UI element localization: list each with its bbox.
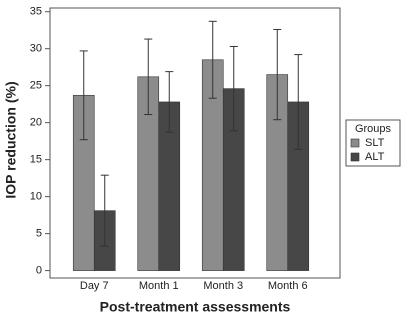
- x-tick-label: Day 7: [80, 280, 109, 292]
- x-tick-label: Month 1: [139, 280, 179, 292]
- error-bar: [79, 50, 88, 141]
- y-tick-label: 20: [30, 117, 42, 129]
- legend-label: SLT: [365, 137, 385, 149]
- legend-label: ALT: [365, 151, 385, 163]
- error-bar: [144, 38, 153, 116]
- plot-frame: [49, 7, 341, 279]
- x-axis-title: Post-treatment assessments: [100, 299, 291, 315]
- y-tick-label: 35: [30, 6, 42, 18]
- error-bar: [229, 45, 238, 132]
- y-tick-label: 30: [30, 43, 42, 55]
- error-bar: [165, 71, 174, 133]
- error-bar: [208, 20, 217, 99]
- y-tick-label: 0: [36, 265, 42, 277]
- legend-swatch: [350, 138, 360, 148]
- x-tick-label: Month 6: [268, 280, 308, 292]
- y-tick-label: 10: [30, 191, 42, 203]
- y-tick-label: 15: [30, 154, 42, 166]
- error-bar: [294, 54, 303, 150]
- legend-title: Groups: [355, 123, 392, 135]
- error-bar: [100, 174, 109, 247]
- x-tick-label: Month 3: [203, 280, 243, 292]
- error-bar: [273, 28, 282, 121]
- legend-swatch: [350, 152, 360, 162]
- y-tick-label: 25: [30, 80, 42, 92]
- y-axis-title: IOP reduction (%): [3, 81, 19, 198]
- y-tick-label: 5: [36, 228, 42, 240]
